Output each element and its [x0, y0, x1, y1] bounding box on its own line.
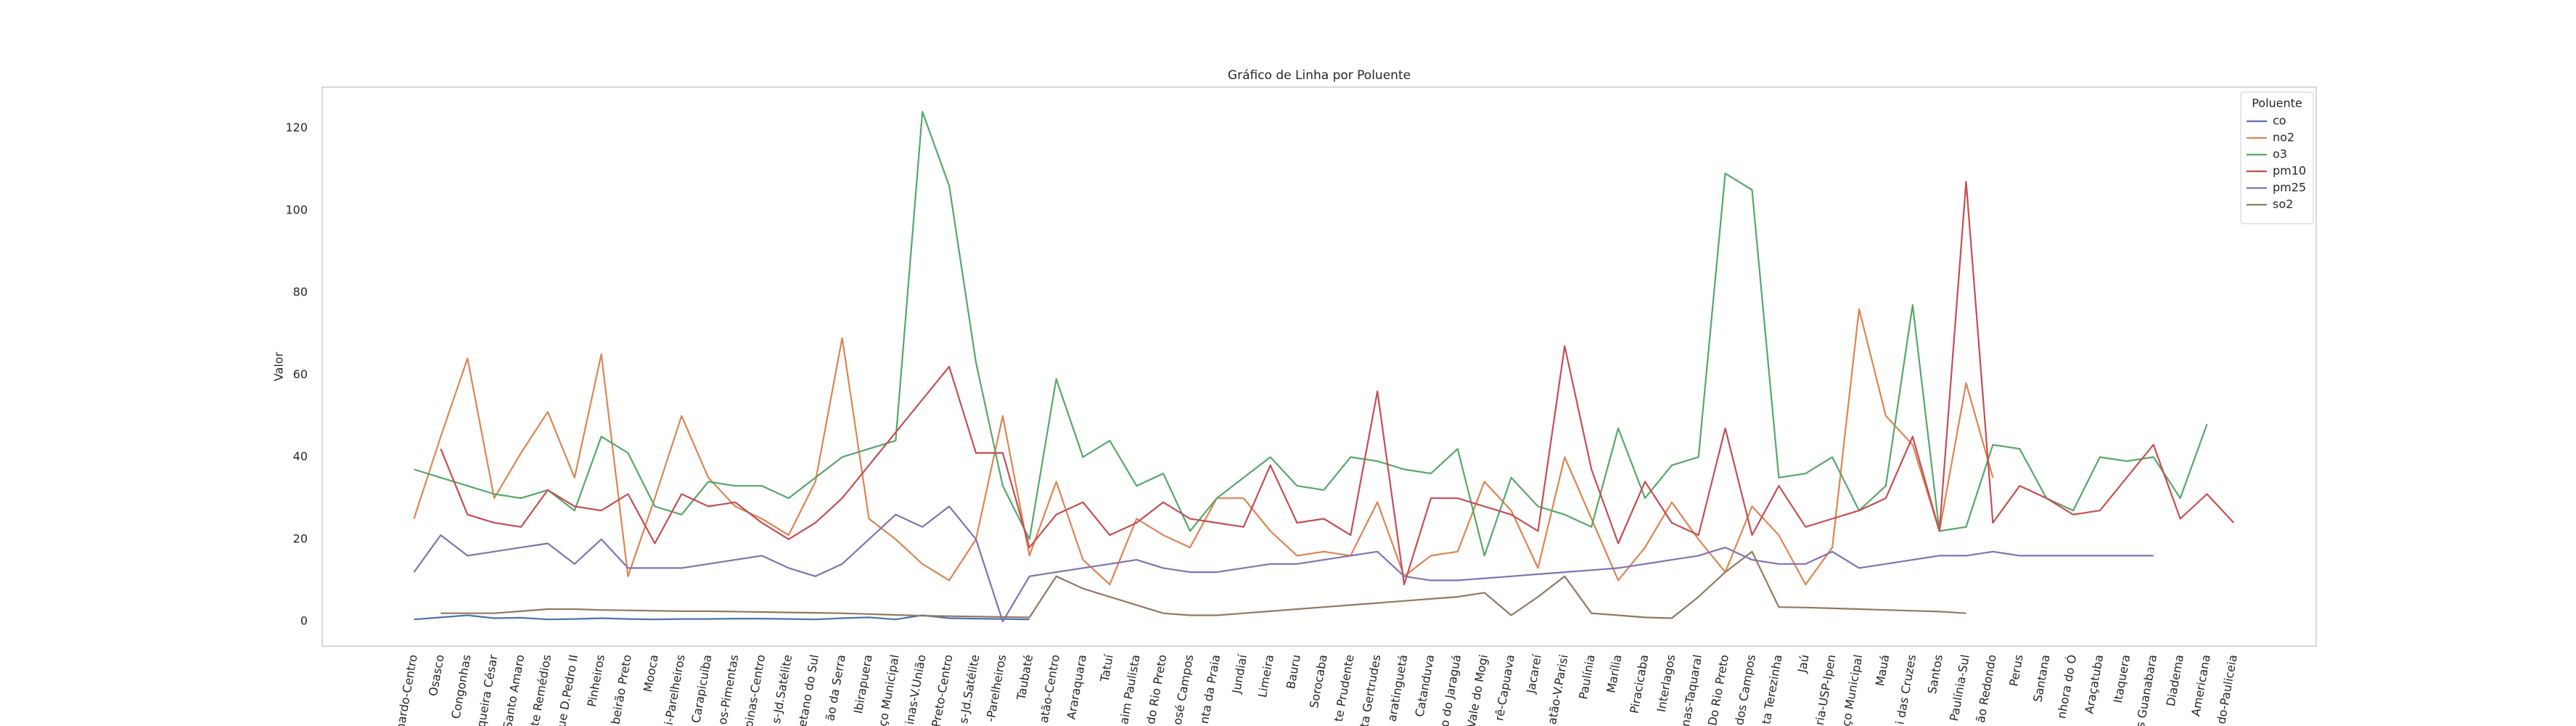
series-line	[414, 110, 2208, 557]
chart-title: Gráfico de Linha por Poluente	[1228, 68, 1411, 83]
y-tick-label: 20	[293, 531, 308, 545]
legend-title: Poluente	[2252, 97, 2302, 110]
legend-label: so2	[2273, 197, 2293, 211]
legend-label: pm25	[2273, 181, 2306, 195]
y-tick-label: 120	[285, 121, 308, 134]
legend-label: co	[2273, 114, 2286, 128]
series-line	[413, 308, 1994, 586]
series-line	[413, 505, 2154, 623]
series-line	[440, 550, 1966, 619]
y-tick-label: 40	[293, 449, 308, 463]
y-tick-label: 60	[293, 367, 308, 381]
x-tick-label: Jaú	[1794, 653, 1811, 674]
y-axis-label: Valor	[272, 351, 286, 381]
legend-box	[2240, 91, 2314, 224]
legend-label: pm10	[2273, 164, 2306, 178]
y-tick-label: 0	[300, 614, 308, 628]
series-line	[440, 181, 2235, 586]
legend-label: o3	[2273, 147, 2287, 161]
y-tick-label: 100	[285, 203, 308, 216]
legend-label: no2	[2273, 131, 2294, 144]
y-tick-label: 80	[293, 285, 308, 299]
plot-frame	[321, 86, 2317, 647]
